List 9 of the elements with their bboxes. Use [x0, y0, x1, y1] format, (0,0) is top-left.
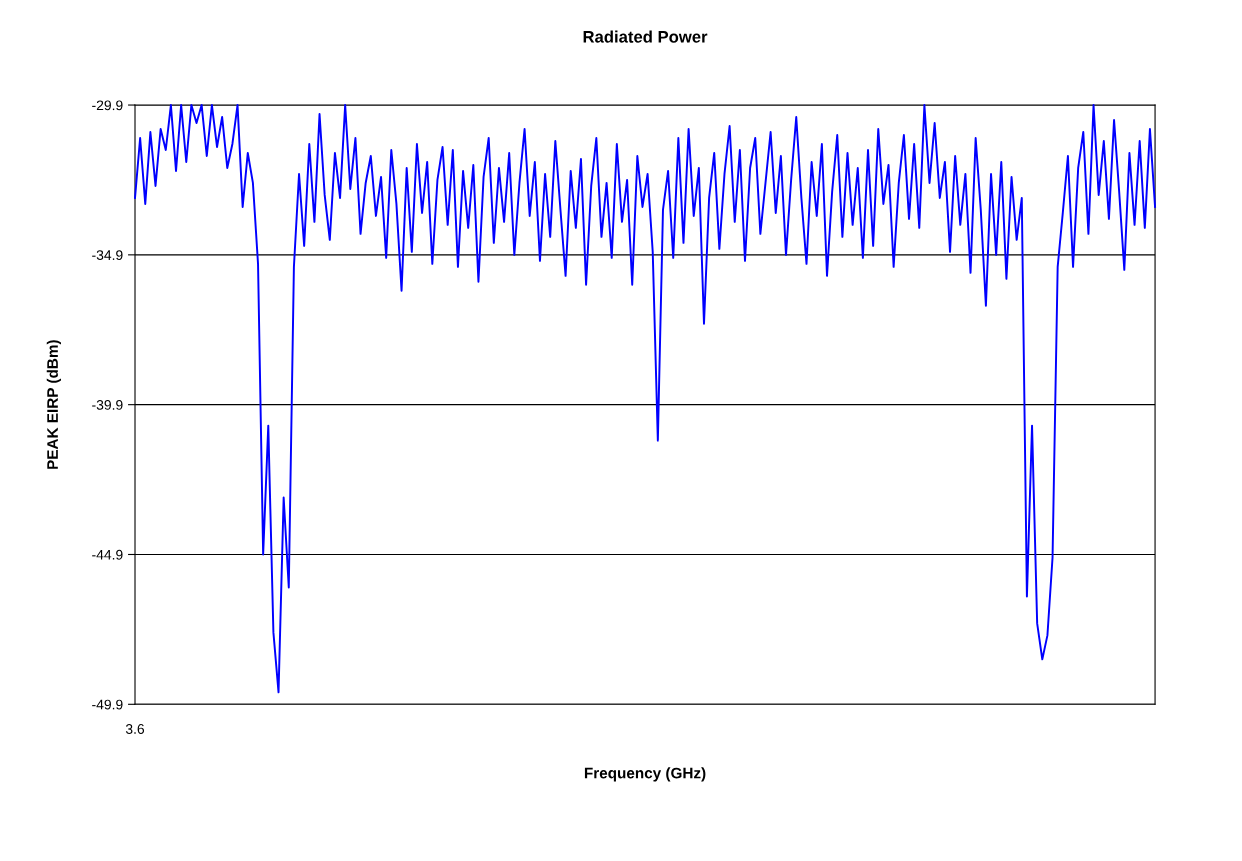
y-tick-label: -34.9 — [92, 250, 123, 261]
y-axis-title: PEAK EIRP (dBm) — [46, 340, 61, 469]
y-tick-label: -29.9 — [92, 100, 123, 111]
x-axis-title: Frequency (GHz) — [584, 767, 706, 782]
y-tick-label: -39.9 — [92, 400, 123, 410]
y-tick-label: -49.9 — [92, 699, 123, 710]
x-tick-label: 3.6 — [125, 724, 145, 734]
y-tick-label: -44.9 — [92, 549, 123, 560]
chart-title: Radiated Power — [583, 30, 708, 43]
